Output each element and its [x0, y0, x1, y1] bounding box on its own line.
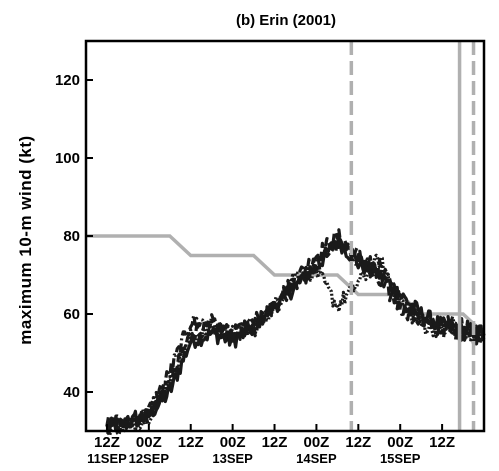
y-tick-label-120: 120: [55, 72, 80, 89]
model-series-line-1: [105, 233, 486, 433]
x-tick-label-5: 12Z: [262, 434, 288, 451]
y-tick-label-80: 80: [63, 228, 80, 245]
y-tick-label-60: 60: [63, 306, 80, 323]
plot-area: [86, 41, 486, 437]
x-tick-label-1: 12Z: [94, 434, 120, 451]
model-series-line-2: [105, 228, 486, 429]
observed-line: [86, 234, 486, 335]
model-series-line-3: [105, 235, 486, 436]
date-label-14sep: 14SEP: [296, 451, 337, 466]
date-label-13sep: 13SEP: [212, 451, 253, 466]
chart-title: (b) Erin (2001): [236, 12, 336, 29]
date-label-11sep: 11SEP: [87, 451, 127, 466]
x-tick-label-2: 00Z: [136, 434, 162, 451]
x-tick-label-6: 00Z: [303, 434, 329, 451]
x-tick-label-8: 00Z: [387, 434, 413, 451]
x-tick-label-9: 12Z: [429, 434, 455, 451]
x-tick-label-7: 12Z: [345, 434, 371, 451]
y-tick-label-40: 40: [63, 384, 80, 401]
date-label-12sep: 12SEP: [129, 451, 170, 466]
date-label-15sep: 15SEP: [380, 451, 421, 466]
y-tick-label-100: 100: [55, 150, 80, 167]
y-axis-label: maximum 10-m wind (kt): [16, 135, 35, 344]
x-tick-label-4: 00Z: [220, 434, 246, 451]
x-tick-label-3: 12Z: [178, 434, 204, 451]
